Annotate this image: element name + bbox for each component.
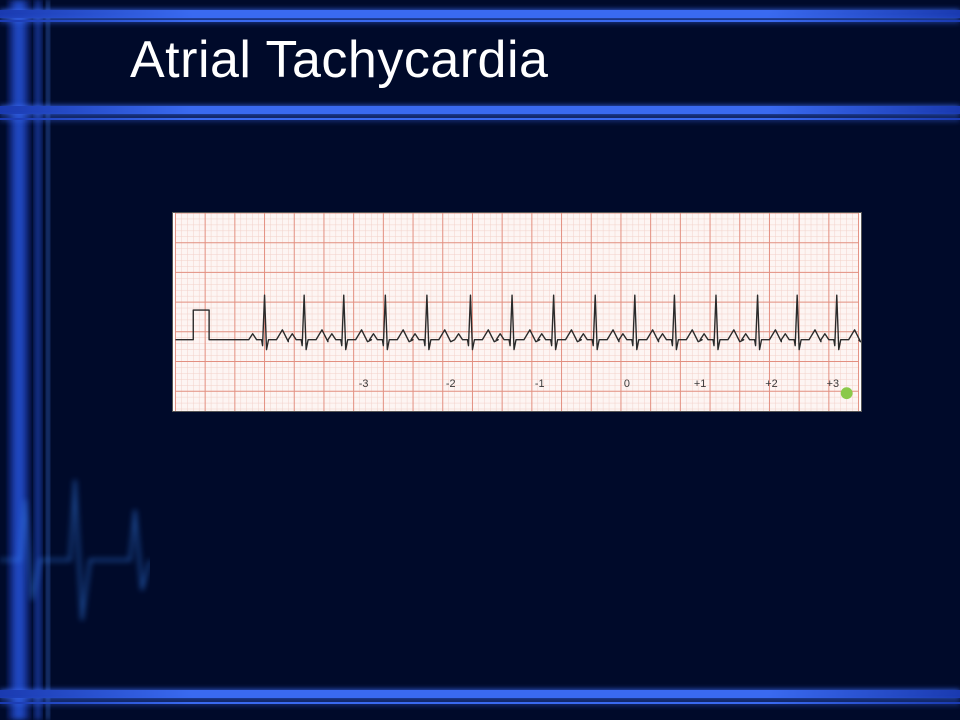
svg-text:-3: -3 — [359, 378, 369, 390]
svg-text:0: 0 — [624, 378, 630, 390]
svg-text:+3: +3 — [827, 378, 839, 390]
svg-text:+1: +1 — [694, 378, 706, 390]
bottom-accent-bar — [0, 690, 960, 710]
ecg-strip-svg: -3 -2 -1 0 +1 +2 +3 — [173, 213, 861, 411]
svg-text:-1: -1 — [535, 378, 545, 390]
svg-text:+2: +2 — [765, 378, 777, 390]
ecg-strip: -3 -2 -1 0 +1 +2 +3 — [172, 212, 862, 412]
slide-title: Atrial Tachycardia — [130, 30, 548, 90]
svg-text:-2: -2 — [446, 378, 456, 390]
title-bar: Atrial Tachycardia — [0, 10, 960, 120]
